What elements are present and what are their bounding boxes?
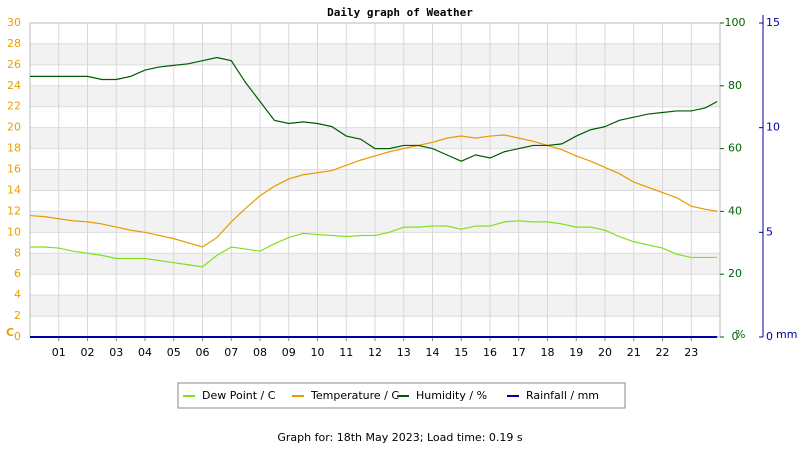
y-tick-label: 10: [7, 225, 21, 238]
series-line: [30, 56, 718, 162]
legend-label: Dew Point / C: [202, 389, 276, 402]
x-tick-label: 17: [512, 346, 526, 359]
x-tick-label: 12: [368, 346, 382, 359]
y-tick-label: 8: [14, 246, 21, 259]
y-tick-label: 30: [7, 16, 21, 29]
x-tick-label: 06: [196, 346, 210, 359]
y-tick-label: 14: [7, 183, 21, 196]
y-tick-label: 26: [7, 58, 21, 71]
y-tick-label: 20: [7, 121, 21, 134]
x-tick-label: 01: [52, 346, 66, 359]
series-line: [29, 134, 718, 248]
x-tick-label: 11: [339, 346, 353, 359]
y2-tick-label: 20: [728, 267, 742, 280]
y2-tick-label: 0: [732, 330, 739, 343]
y2-tick-label: 60: [728, 142, 742, 155]
x-tick-label: 04: [138, 346, 152, 359]
x-tick-label: 09: [282, 346, 296, 359]
legend-label: Rainfall / mm: [526, 389, 599, 402]
y3-tick-label: 0: [766, 330, 773, 343]
x-tick-label: 02: [81, 346, 95, 359]
x-tick-label: 13: [397, 346, 411, 359]
x-tick-label: 16: [483, 346, 497, 359]
y-tick-label: 12: [7, 204, 21, 217]
y-tick-label: 24: [7, 79, 21, 92]
chart-title: Daily graph of Weather: [327, 6, 473, 19]
y-axis-unit: C: [6, 326, 14, 339]
footer: Graph for: 18th May 2023; Load time: 0.1…: [277, 431, 523, 444]
y2-tick-label: 40: [728, 204, 742, 217]
y2-tick-label: 80: [728, 79, 742, 92]
x-tick-label: 15: [454, 346, 468, 359]
y-tick-label: 2: [14, 309, 21, 322]
x-tick-label: 07: [224, 346, 238, 359]
y-tick-label: 28: [7, 37, 21, 50]
y2-axis-unit: %: [735, 328, 745, 341]
x-tick-label: 05: [167, 346, 181, 359]
x-tick-label: 08: [253, 346, 267, 359]
y-tick-label: 0: [14, 330, 21, 343]
y-tick-label: 16: [7, 163, 21, 176]
x-tick-label: 10: [311, 346, 325, 359]
y-tick-label: 6: [14, 267, 21, 280]
x-tick-label: 19: [569, 346, 583, 359]
x-tick-label: 03: [109, 346, 123, 359]
x-tick-label: 14: [426, 346, 440, 359]
y2-tick-label: 100: [725, 16, 746, 29]
y3-axis-unit: mm: [776, 328, 797, 341]
x-tick-label: 21: [627, 346, 641, 359]
y-tick-label: 18: [7, 142, 21, 155]
legend-label: Humidity / %: [416, 389, 487, 402]
series-line: [30, 220, 718, 268]
x-tick-label: 18: [541, 346, 555, 359]
y3-tick-label: 10: [766, 121, 780, 134]
y3-tick-label: 15: [766, 16, 780, 29]
y3-tick-label: 5: [766, 225, 773, 238]
x-tick-label: 23: [684, 346, 698, 359]
y-tick-label: 4: [14, 288, 21, 301]
legend-label: Temperature / C: [310, 389, 399, 402]
x-tick-label: 20: [598, 346, 612, 359]
y-tick-label: 22: [7, 100, 21, 113]
x-tick-label: 22: [656, 346, 670, 359]
